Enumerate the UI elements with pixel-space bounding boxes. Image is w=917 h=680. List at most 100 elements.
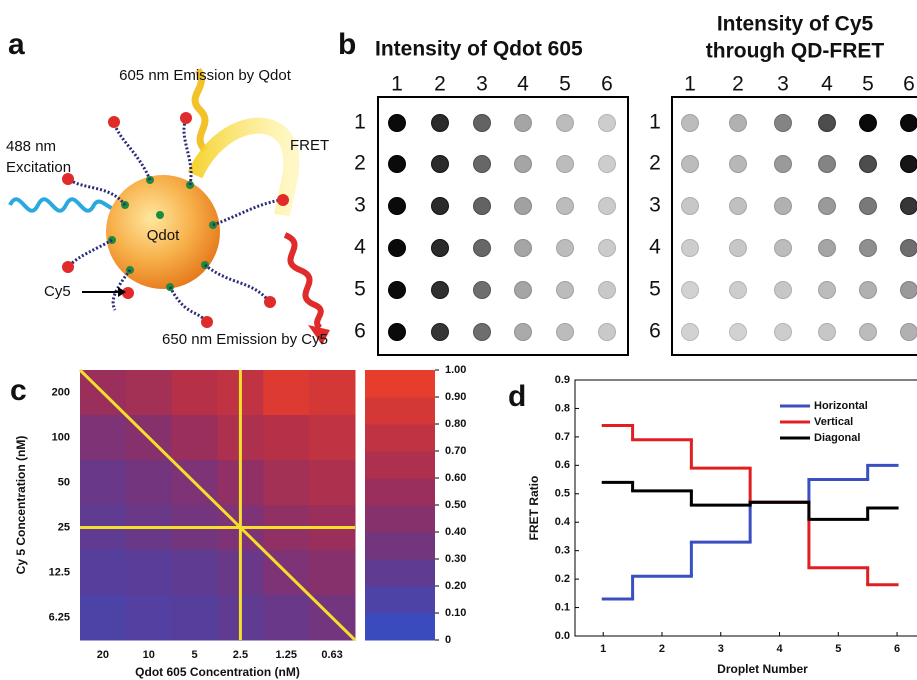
droplet [818,239,836,257]
colorbar-label: 0.30 [445,553,466,565]
plot-area [574,379,917,637]
colorbar-step [365,424,435,452]
label: Qdot [147,227,180,244]
y-tick-label: 100 [52,431,70,443]
column-label: 3 [476,73,488,96]
cy5-emission-wave [283,232,324,331]
colorbar-step [365,451,435,479]
y-tick-label: 0.5 [555,488,570,500]
label: 650 nm Emission by Cy5 [162,331,328,348]
droplet [473,114,491,132]
droplet [859,197,877,215]
droplet [900,114,917,132]
y-tick-label: 12.5 [49,566,70,578]
colorbar-step [365,613,435,641]
droplet [556,239,574,257]
y-tick-label: 6.25 [49,611,70,623]
droplet [774,155,792,173]
droplet [598,281,616,299]
droplet [598,114,616,132]
heat-cell [80,550,127,596]
droplet [681,323,699,341]
droplet [431,323,449,341]
colorbar-step [365,586,435,614]
droplet [681,155,699,173]
colorbar-label: 0.90 [445,391,466,403]
droplet [431,281,449,299]
label: FRET [290,137,329,154]
colorbar-step [365,397,435,425]
droplet [514,197,532,215]
colorbar-step [365,478,435,506]
column-label: 4 [517,73,529,96]
y-tick-label: 0.7 [555,431,570,443]
droplet [774,239,792,257]
colorbar-step [365,559,435,587]
column-label: 3 [777,73,789,96]
colorbar-step [365,532,435,560]
colorbar-label: 0.10 [445,607,466,619]
y-tick-label: 0.4 [555,516,571,528]
row-label: 2 [649,152,661,175]
colorbar-label: 0.40 [445,526,466,538]
droplet [473,197,491,215]
droplet [774,114,792,132]
guide-line [78,368,357,642]
droplet [598,197,616,215]
droplet [729,114,747,132]
heat-cell [80,460,127,506]
heat-cell [125,370,173,416]
droplet [729,281,747,299]
grid-title: Intensity of Qdot 605 [375,38,583,61]
row-label: 1 [354,111,366,134]
colorbar-label: 0.60 [445,472,466,484]
row-label: 4 [649,236,661,259]
column-label: 5 [559,73,571,96]
droplet [900,155,917,173]
colorbar-label: 0 [445,634,451,646]
y-tick-label: 0.2 [555,573,570,585]
heat-cell [171,415,218,461]
droplet [729,155,747,173]
x-tick-label: 5 [835,643,841,655]
droplet [900,197,917,215]
schematic [8,68,330,345]
column-label: 2 [434,73,446,96]
droplet [681,239,699,257]
droplet [556,323,574,341]
droplet [900,239,917,257]
droplet [431,239,449,257]
heat-cell [171,370,218,416]
label: Cy5 [44,283,71,300]
colorbar-label: 0.80 [445,418,466,430]
y-tick-label: 0.9 [555,374,570,386]
x-tick-label: 0.63 [321,649,342,661]
grid-title: Intensity of Cy5 [717,13,874,36]
droplet [556,155,574,173]
y-tick-label: 0.3 [555,545,570,557]
droplet [681,114,699,132]
panel-label: b [338,28,356,61]
droplet [514,323,532,341]
fret-arrow [187,117,300,217]
heat-cell [125,550,173,596]
colorbar-label: 0.70 [445,445,466,457]
heat-cell [80,415,127,461]
droplet [514,114,532,132]
x-tick-label: 20 [97,649,109,661]
heat-cell [263,415,310,461]
y-axis-label: FRET Ratio [527,476,541,541]
column-label: 6 [601,73,613,96]
x-axis-label: Droplet Number [717,662,808,676]
column-label: 4 [821,73,833,96]
droplet [859,114,877,132]
qdot [106,175,220,289]
heat-cell [263,370,310,416]
row-label: 4 [354,236,366,259]
panel-label: c [10,374,27,407]
droplet [598,239,616,257]
droplet [388,239,406,257]
droplet [556,197,574,215]
colorbar-step [365,505,435,533]
